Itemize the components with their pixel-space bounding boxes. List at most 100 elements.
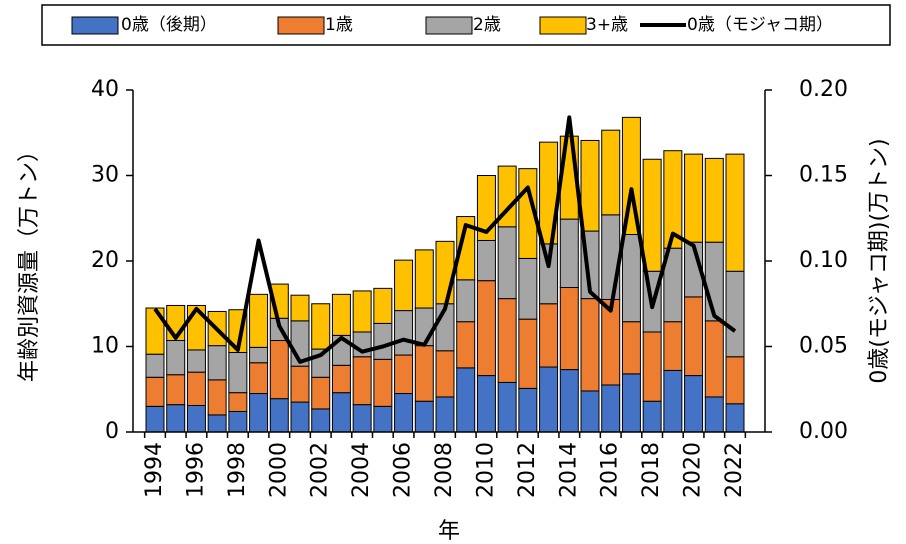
bar	[145, 376, 165, 407]
bar	[186, 349, 206, 373]
bar	[331, 392, 351, 433]
bar	[684, 375, 704, 433]
bar	[601, 384, 621, 433]
bar	[663, 150, 683, 249]
bar	[725, 356, 745, 405]
legend-label: 2歳	[473, 15, 501, 35]
bar	[476, 280, 496, 377]
bar	[435, 240, 455, 305]
bar	[580, 390, 600, 433]
bar	[414, 345, 434, 402]
x-tick-label: 2000	[266, 442, 291, 498]
bar	[642, 158, 662, 272]
bar	[456, 321, 476, 369]
bar	[290, 365, 310, 403]
legend-swatch	[539, 16, 587, 35]
y2-tick-label: 0.10	[799, 248, 848, 273]
bar	[269, 398, 289, 433]
y-tick-label: 20	[91, 248, 119, 273]
bar	[663, 321, 683, 371]
line-series	[153, 115, 737, 364]
bar	[642, 400, 662, 433]
bar	[290, 294, 310, 322]
x-tick-label: 2002	[308, 442, 333, 498]
bar	[414, 307, 434, 347]
bar	[476, 239, 496, 282]
bar	[518, 257, 538, 320]
bar	[186, 404, 206, 433]
y2-axis-title: 0歳(モジャコ期)(万トン)	[867, 138, 892, 383]
bar	[497, 381, 517, 433]
x-tick-label: 2016	[598, 442, 623, 498]
bar	[539, 303, 559, 368]
bar	[186, 371, 206, 406]
bar	[373, 405, 393, 433]
x-tick-label: 2018	[639, 442, 664, 498]
bar	[394, 354, 414, 395]
bar	[145, 405, 165, 433]
y2-tick-label: 0.20	[799, 77, 848, 102]
bar	[311, 303, 331, 350]
bar	[580, 298, 600, 392]
bar	[559, 369, 579, 433]
bar	[145, 307, 165, 355]
bar	[456, 216, 476, 281]
bar	[621, 233, 641, 323]
bar	[518, 318, 538, 389]
bar	[311, 376, 331, 410]
bar	[621, 321, 641, 375]
bar	[559, 287, 579, 371]
legend-swatch	[71, 16, 119, 35]
bar	[373, 287, 393, 324]
bar	[394, 393, 414, 433]
bar	[725, 403, 745, 433]
bar	[166, 340, 186, 376]
y-tick-label: 30	[91, 163, 119, 188]
bar	[249, 293, 269, 348]
bar	[456, 279, 476, 323]
x-tick-label: 2004	[349, 442, 374, 498]
bar	[394, 310, 414, 356]
bar	[290, 401, 310, 433]
bar	[725, 270, 745, 358]
bar	[228, 410, 248, 433]
x-tick-label: 2014	[556, 442, 581, 498]
x-tick-label: 2008	[432, 442, 457, 498]
bar	[269, 340, 289, 400]
bar	[580, 139, 600, 232]
bar	[352, 356, 372, 406]
x-tick-label: 2012	[515, 442, 540, 498]
bar	[518, 387, 538, 433]
legend-swatch	[425, 16, 473, 35]
x-axis-title: 年	[438, 519, 460, 544]
bar	[249, 346, 269, 364]
bar	[414, 249, 434, 309]
legend-swatch	[277, 16, 325, 35]
bar	[725, 153, 745, 272]
legend-label: 3+歳	[586, 15, 628, 35]
legend-label: 0歳（後期）	[121, 15, 217, 35]
bar	[394, 259, 414, 312]
x-tick-label: 2010	[473, 442, 498, 498]
bar	[601, 214, 621, 300]
y2-tick-label: 0.15	[799, 163, 848, 188]
bar	[207, 379, 227, 416]
y-axis-title: 年齢別資源量（万トン）	[17, 140, 42, 382]
bar	[166, 404, 186, 433]
bar	[704, 157, 724, 243]
x-tick-label: 1994	[142, 442, 167, 498]
bar	[642, 331, 662, 402]
bar	[352, 290, 372, 333]
bar	[228, 392, 248, 412]
bar	[684, 296, 704, 377]
bar	[539, 366, 559, 433]
bar	[166, 374, 186, 406]
x-tick-label: 2022	[722, 442, 747, 498]
bar	[704, 396, 724, 433]
bar	[207, 345, 227, 381]
x-tick-label: 2020	[681, 442, 706, 498]
bar	[331, 293, 351, 336]
x-tick-label: 1996	[183, 442, 208, 498]
bar	[331, 364, 351, 394]
bar	[621, 373, 641, 433]
